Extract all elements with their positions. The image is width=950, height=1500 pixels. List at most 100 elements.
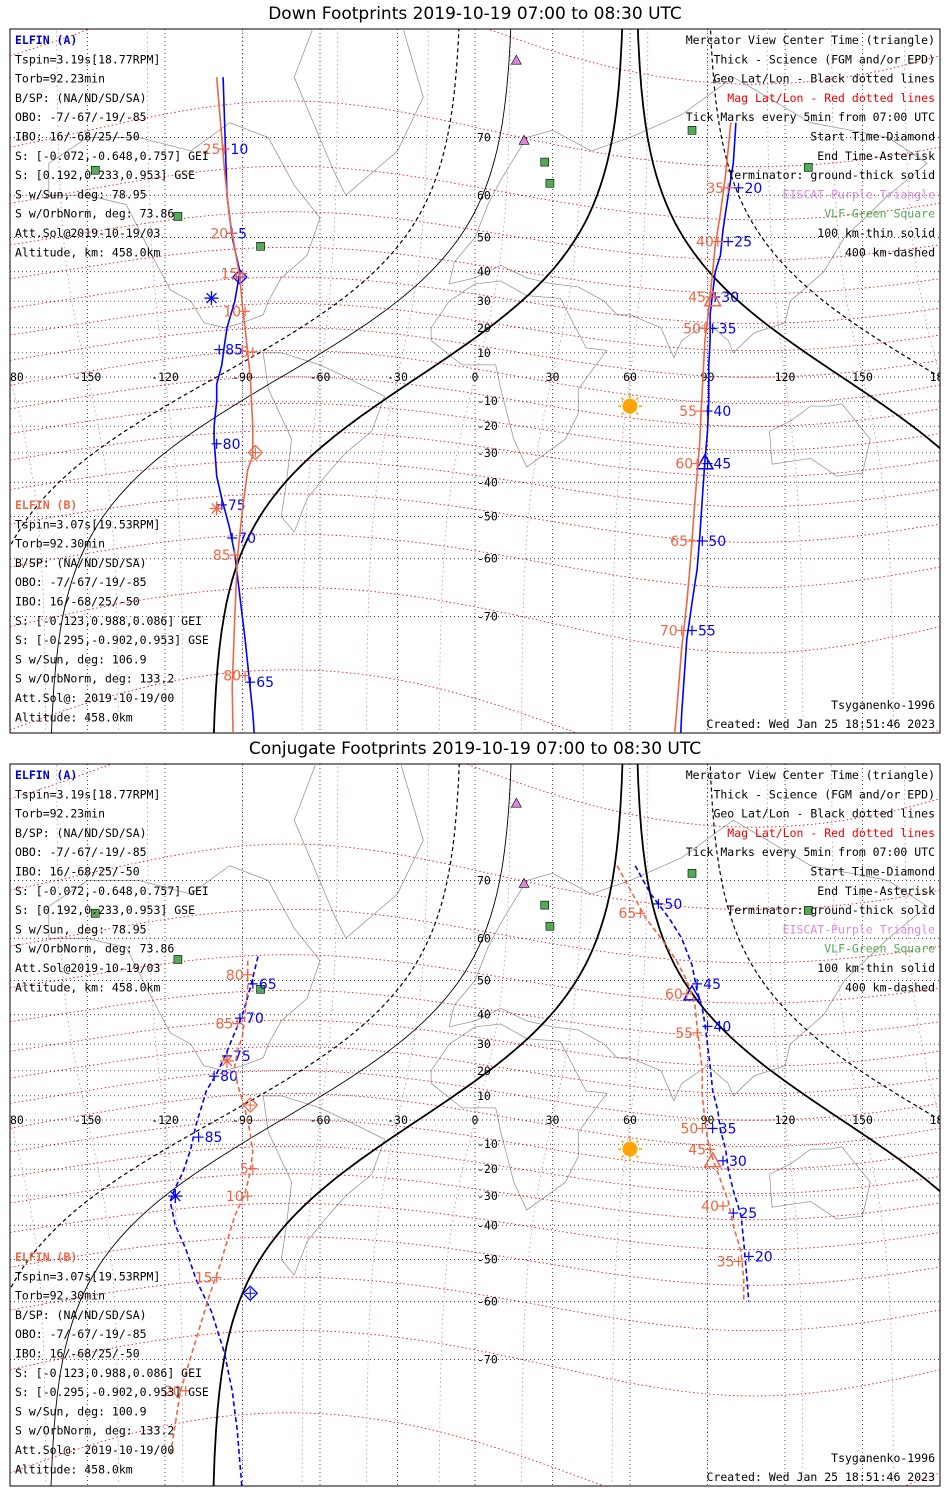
vlf-station-icon (545, 178, 555, 188)
time-tick-label: 50 (664, 897, 682, 913)
vlf-station-icon (173, 212, 183, 221)
time-tick-label: 40 (696, 235, 714, 251)
model-label: Tsyganenko-1996 (831, 698, 935, 712)
lat-tick-label: 30 (477, 1037, 491, 1051)
vlf-station-icon (256, 242, 265, 251)
time-tick-label: 85 (216, 1017, 234, 1033)
mag-lon-line (766, 764, 804, 1486)
mag-lon-line (10, 1118, 47, 1486)
time-tick-label: 80 (223, 437, 241, 453)
elfin-a-info-line: Tspin=3.19s[18.77RPM] (15, 52, 160, 66)
eiscat-station-icon (518, 134, 530, 145)
legend-line: 100 km-thin solid (817, 961, 935, 975)
time-tick-label: 5 (238, 226, 247, 242)
lon-tick-label: -30 (387, 370, 408, 384)
elfin-b-info-line: S w/OrbNorm, deg: 133.2 (15, 1424, 174, 1438)
elfin-a-info-line: Torb=92.23min (15, 72, 105, 86)
map-panel-0: -180 -150 -120 -90 -60 -30 0 30 60 90 120 150 180 70 6… (0, 28, 941, 734)
elfin-a-info-line: S w/OrbNorm, deg: 73.86 (15, 207, 174, 221)
legend-line: 400 km-dashed (845, 245, 935, 259)
lat-tick-label: -40 (477, 1218, 498, 1232)
elfin-a-info-line: S: [-0.072,-0.648,0.757] GEI (15, 884, 209, 898)
mag-lon-line (521, 29, 584, 733)
terminator-east-ground (636, 764, 940, 1193)
vlf-station-icon (256, 985, 265, 994)
time-tick-label: 50 (683, 321, 701, 337)
elfin-a-info-line: Att.Sol@2019-10-19/03 (15, 226, 160, 240)
elfin-b-info-line: OBO: -7/-67/-19/-85 (15, 1327, 147, 1341)
lat-tick-label: -20 (477, 1162, 498, 1176)
mag-lat-line (10, 246, 940, 295)
time-tick-label: 70 (660, 624, 678, 640)
vlf-station-icon (540, 900, 550, 910)
mag-lon-line (56, 764, 119, 1486)
track-3: 65 60 55 50 45 40 35 (616, 865, 745, 1302)
lat-tick-label: -70 (477, 609, 498, 623)
legend-line: EISCAT-Purple Triangle (783, 922, 935, 936)
elfin-b-info-line: IBO: 16/-68/25/-50 (15, 595, 140, 609)
time-tick-label: 25 (734, 235, 752, 251)
elfin-b-info-line: S w/Sun, deg: 100.9 (15, 1404, 147, 1418)
time-tick-label: 35 (717, 1254, 735, 1270)
lon-tick-label: -180 (0, 370, 24, 384)
mag-lat-line (10, 908, 940, 964)
lat-tick-label: 70 (477, 131, 491, 145)
eiscat-station-icon (518, 877, 530, 888)
legend-line: Mercator View Center Time (triangle) (686, 768, 935, 782)
eiscat-station-icon (510, 54, 522, 65)
time-tick-label: 40 (701, 1199, 719, 1215)
elfin-a-info-line: Att.Sol@2019-10-19/03 (15, 961, 160, 975)
lat-tick-label: 20 (477, 321, 491, 335)
mag-lon-line (56, 29, 119, 733)
lon-tick-label: -180 (0, 1113, 24, 1127)
time-tick-label: 15 (195, 1271, 213, 1287)
elfin-b-info-line: S: [-0.295,-0.902,0.953] GSE (15, 1385, 209, 1399)
mag-lat-line (10, 843, 940, 911)
legend-line: Start Time-Diamond (810, 865, 935, 879)
mag-lon-line (611, 764, 649, 1486)
vlf-station-icon (90, 165, 100, 175)
elfin-a-info-line: IBO: 16/-68/25/-50 (15, 865, 140, 879)
mag-lat-line (10, 459, 940, 508)
elfin-a-info-line: Altitude, km: 458.0km (15, 245, 160, 259)
lon-tick-label: -90 (232, 370, 253, 384)
terminator-west-100km (51, 29, 512, 733)
elfin-a-info-line: Torb=92.23min (15, 807, 105, 821)
elfin-b-label: ELFIN (B) (15, 1250, 77, 1264)
lat-tick-label: 70 (477, 874, 491, 888)
end-asterisk-icon (220, 1053, 234, 1068)
time-tick-label: 20 (164, 1384, 182, 1400)
mag-lon-line (10, 375, 47, 733)
lon-tick-label: 30 (546, 370, 560, 384)
panel-title-conjugate: Conjugate Footprints 2019-10-19 07:00 to… (248, 739, 702, 759)
end-asterisk-icon (168, 1189, 183, 1204)
elfin-a-info-line: S: [0.192,0.233,0.953] GSE (15, 168, 195, 182)
elfin-b-info-line: Att.Sol@: 2019-10-19/00 (15, 691, 174, 705)
time-tick-label: 50 (681, 1121, 699, 1137)
elfin-b-label: ELFIN (B) (15, 498, 77, 512)
lat-tick-label: 60 (477, 931, 491, 945)
lon-tick-label: 90 (701, 370, 715, 384)
time-tick-label: 60 (675, 457, 693, 473)
coastline-3 (430, 1023, 608, 1211)
legend-line: End Time-Asterisk (817, 149, 935, 163)
center-time-triangle-icon (703, 1151, 722, 1168)
sun-icon (618, 1137, 642, 1162)
mag-lon-line (366, 29, 429, 733)
elfin-b-info-line: Tspin=3.07s[19.53RPM] (15, 517, 160, 531)
legend-line: Mag Lat/Lon - Red dotted lines (727, 91, 935, 105)
terminator-west-400km (10, 764, 460, 1291)
time-tick-label: 30 (729, 1154, 747, 1170)
terminator-east-ground (636, 29, 940, 450)
mag-lon-line (438, 764, 512, 1486)
elfin-b-info-line: Altitude: 458.0km (15, 1462, 133, 1476)
lat-tick-label: 30 (477, 294, 491, 308)
coastline-1 (262, 1095, 386, 1276)
time-tick-label: 25 (203, 142, 221, 158)
time-tick-label: 55 (679, 404, 697, 420)
mag-lon-line (611, 29, 649, 733)
time-tick-label: 85 (225, 343, 243, 359)
lon-tick-label: 60 (623, 370, 637, 384)
track-line (634, 865, 750, 1302)
